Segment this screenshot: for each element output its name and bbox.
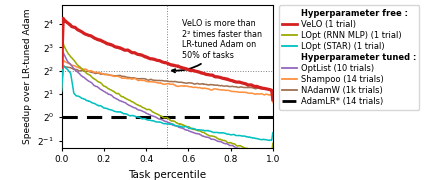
X-axis label: Task percentile: Task percentile	[128, 170, 206, 180]
Y-axis label: Speedup over LR-tuned Adam: Speedup over LR-tuned Adam	[23, 9, 32, 144]
Text: VeLO is more than
2² times faster than
LR-tuned Adam on
50% of tasks: VeLO is more than 2² times faster than L…	[172, 19, 262, 72]
Legend: Hyperparameter free :, VeLO (1 trial), LOpt (RNN MLP) (1 trial), LOpt (STAR) (1 : Hyperparameter free :, VeLO (1 trial), L…	[279, 5, 419, 110]
